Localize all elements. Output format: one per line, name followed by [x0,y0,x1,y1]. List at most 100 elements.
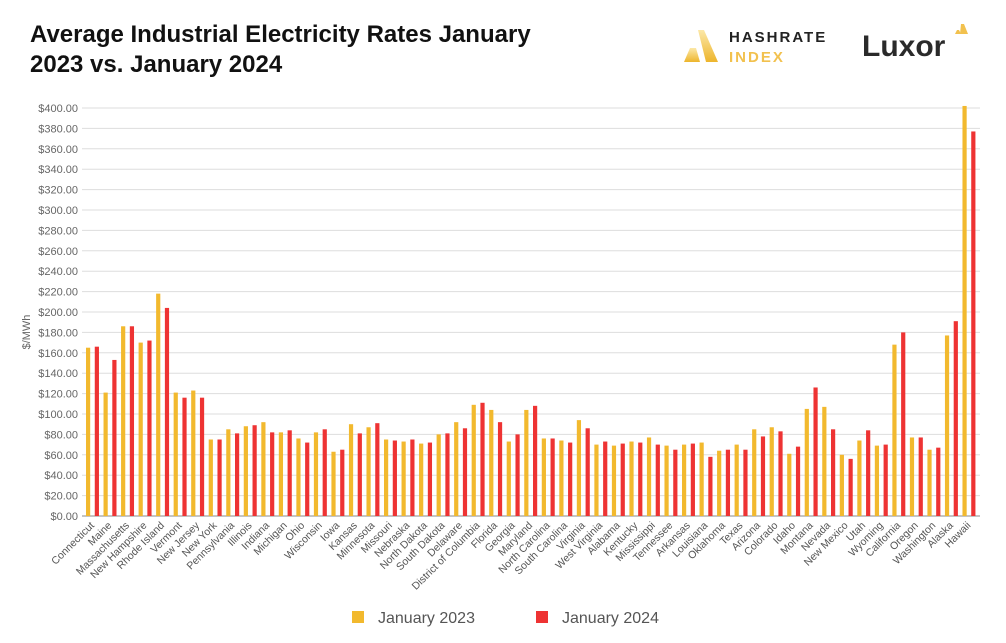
bar-2023 [384,439,389,516]
x-tick-label: North Carolina [496,520,552,576]
y-tick-label: $180.00 [38,327,78,339]
x-tick-label: Minnesota [335,520,378,563]
bar-2024 [340,449,345,516]
bar-2023 [944,335,950,516]
bar-2024 [708,456,713,516]
bar-2023 [646,437,652,516]
y-tick-label: $160.00 [38,348,78,360]
chart-title: Average Industrial Electricity Rates Jan… [30,21,531,78]
bar-2024 [375,423,380,516]
bar-2024 [217,439,222,516]
bar-2023 [86,347,91,516]
bar-2023 [576,420,582,516]
bar-2024 [445,433,450,516]
bar-2023 [857,440,862,516]
bar-2024 [94,346,99,516]
bar-2023 [717,450,722,516]
luxor-logo-text: Luxor [862,30,946,63]
x-tick-label: Louisiana [670,520,710,560]
bar-2024 [936,447,941,516]
bar-2023 [892,344,897,516]
bar-2024 [673,449,678,516]
x-tick-label: South Carolina [513,520,571,578]
x-tick-label: Alabama [585,520,623,558]
bar-2023 [208,439,213,516]
bar-2023 [594,444,599,516]
x-tick-label: Virginia [555,520,588,553]
bar-2024 [848,458,853,516]
y-tick-label: $200.00 [38,307,78,319]
bar-2023 [261,422,266,516]
bar-2024 [322,429,327,516]
bar-2024 [603,441,608,516]
x-tick-label: Georgia [483,520,518,555]
x-tick-label: Oregon [888,520,921,553]
x-tick-label: New York [180,519,220,559]
x-tick-label: Kentucky [601,519,641,559]
bar-2023 [296,438,301,516]
bar-2024 [392,440,397,516]
x-tick-label: Missouri [359,520,395,556]
y-tick-label: $260.00 [38,246,78,258]
bar-2023 [769,427,774,516]
x-tick-label: Michigan [252,520,290,558]
x-tick-label: Washington [891,520,939,568]
bar-2024 [971,131,976,516]
bar-2023 [103,392,108,516]
bar-2024 [883,444,888,516]
bar-2023 [611,445,617,516]
x-tick-label: Hawaii [943,520,974,551]
bar-2024 [112,359,117,516]
y-tick-label: $20.00 [44,491,78,503]
bar-2024 [497,422,503,516]
bar-2024 [655,444,660,516]
x-tick-label: West Virginia [553,520,605,572]
bar-2024 [235,433,240,516]
bar-2023 [121,326,126,516]
bar-2024 [778,431,783,516]
y-tick-label: $60.00 [44,450,78,462]
y-tick-label: $340.00 [38,164,78,176]
bar-2024 [515,434,520,516]
legend: January 2023 January 2024 [352,610,659,627]
bar-2024 [795,446,801,516]
x-tick-label: California [863,520,903,560]
bar-2023 [506,441,511,516]
bar-2023 [243,426,248,516]
x-tick-label: New Hampshire [88,520,149,581]
bar-2023 [559,440,564,516]
x-tick-label: Pennsylvania [184,520,237,573]
y-tick-label: $80.00 [44,429,78,441]
bar-2023 [348,424,354,516]
bar-2023 [839,454,844,516]
bar-2023 [822,406,827,516]
hashrate-logo-text: HASHRATE [729,29,827,46]
bar-2023 [804,408,809,516]
bar-2023 [524,409,529,516]
x-tick-label: New Mexico [802,520,851,569]
bar-2023 [471,404,476,516]
bar-2023 [138,342,143,516]
x-tick-label: Nebraska [372,520,412,560]
x-tick-label: Ohio [283,520,307,544]
x-tick-label: Arkansas [653,520,692,559]
x-tick-label: Texas [718,520,746,548]
bar-2023 [436,434,441,516]
x-tick-label: Maryland [496,520,535,559]
x-tick-label: Indiana [239,520,272,553]
legend-label: January 2024 [562,610,659,627]
bar-2023 [541,438,546,516]
bar-2024 [585,428,590,516]
bar-2024 [901,332,906,516]
x-tick-label: New Jersey [155,519,203,567]
bar-2024 [252,425,257,516]
bar-2023 [699,442,704,516]
y-tick-label: $40.00 [44,470,78,482]
bar-2024 [638,442,643,516]
x-tick-label: Utah [844,520,868,544]
x-tick-label: Arizona [729,520,763,554]
legend-swatch [536,611,548,623]
bar-2024 [287,430,292,516]
bar-2024 [357,433,362,516]
